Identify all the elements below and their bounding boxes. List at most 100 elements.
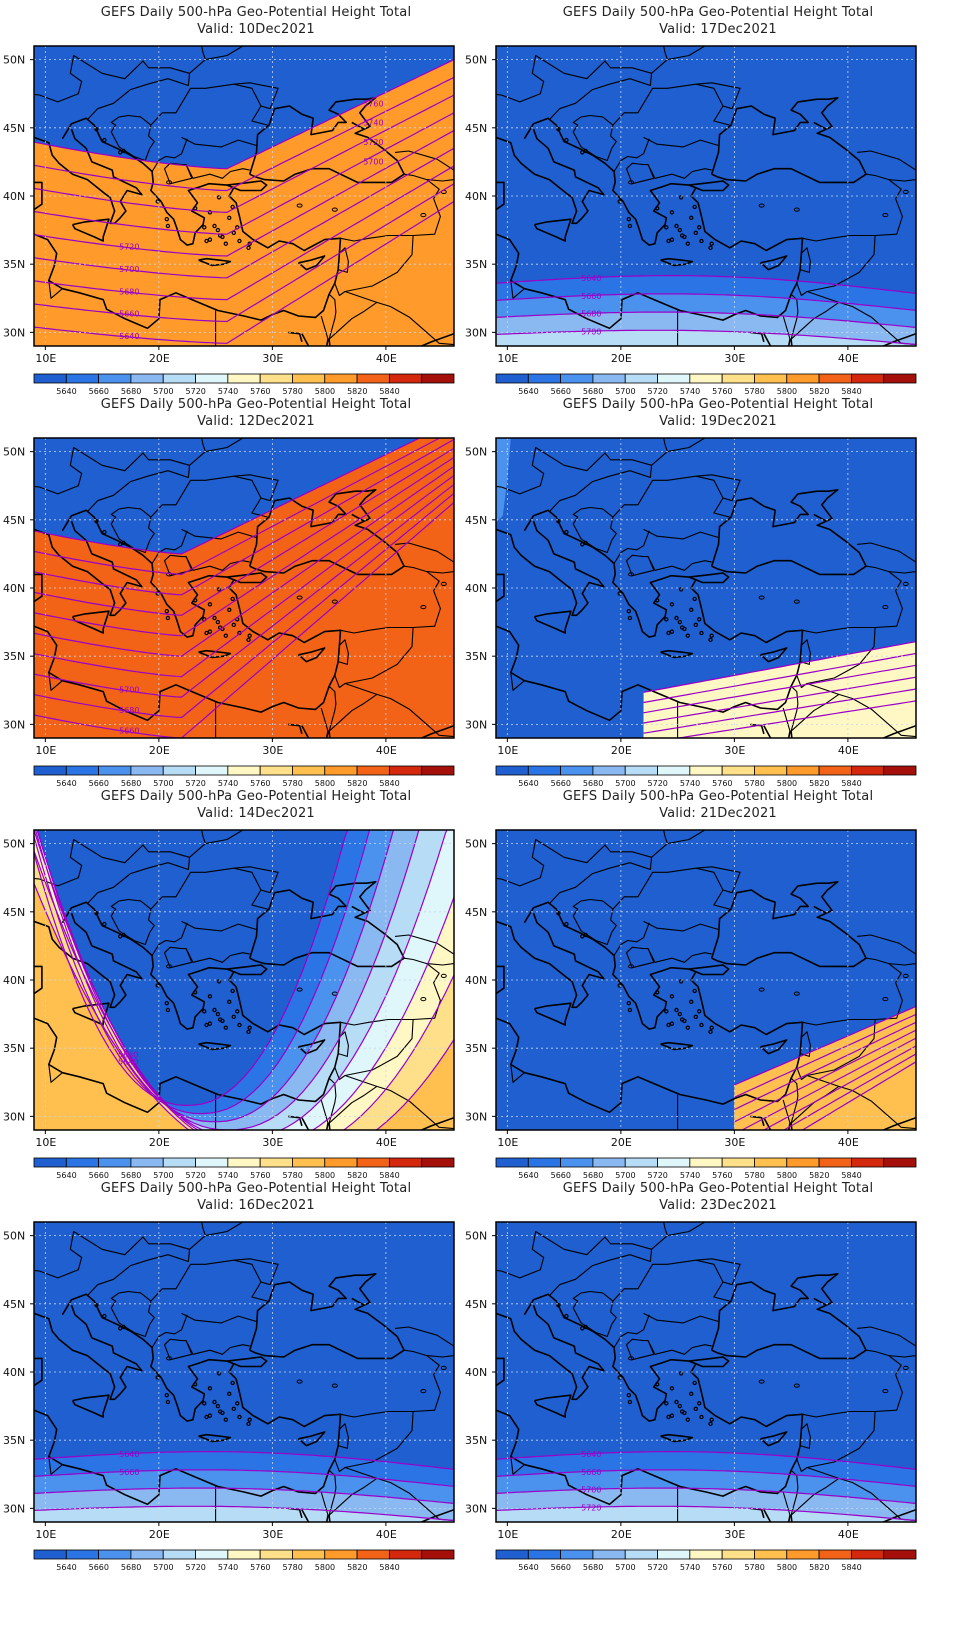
contour-label: 5640	[118, 1058, 138, 1067]
lon-label: 10E	[497, 1528, 518, 1541]
island	[102, 1313, 107, 1319]
coastline	[813, 1297, 827, 1306]
country-border	[612, 475, 730, 518]
country-border	[501, 1230, 653, 1296]
contour-label: 5640	[581, 274, 601, 283]
panel-valid-date: Valid: 16Dec2021	[197, 1198, 315, 1213]
colorbar-swatch	[421, 373, 455, 384]
island	[247, 1025, 252, 1030]
lat-label: 35N	[465, 258, 487, 271]
coastline	[71, 1002, 110, 1026]
colorbar-swatch	[259, 765, 293, 776]
island	[121, 540, 126, 546]
contour-label: 5680	[581, 310, 601, 319]
island	[246, 1029, 251, 1035]
country-border	[233, 82, 279, 110]
island	[580, 542, 585, 547]
contour-label: 5700	[119, 265, 139, 274]
coastline	[533, 1002, 572, 1026]
height-band	[496, 1506, 916, 1522]
island	[674, 223, 679, 229]
panel-valid-date: Valid: 21Dec2021	[659, 806, 777, 821]
contour-line	[34, 883, 454, 1130]
colorbar-swatch	[227, 1549, 261, 1560]
island	[689, 607, 694, 613]
coastline	[688, 572, 730, 584]
island	[669, 1413, 675, 1418]
contour-label: 5720	[363, 138, 383, 147]
island	[699, 1414, 704, 1420]
colorbar-swatch	[162, 1157, 196, 1168]
panel-title: GEFS Daily 500-hPa Geo-Potential Height …	[562, 789, 874, 804]
lake	[166, 180, 173, 185]
country-border	[856, 542, 916, 563]
coastline	[198, 649, 232, 659]
colorbar-swatch	[227, 765, 261, 776]
coastline	[248, 880, 405, 968]
colorbar-swatch	[33, 1549, 67, 1560]
island	[234, 1401, 240, 1406]
colorbar-swatch	[388, 1157, 423, 1168]
coastline	[351, 1297, 365, 1306]
contour-line	[34, 465, 454, 657]
island	[693, 1014, 698, 1020]
lake	[420, 604, 427, 610]
colorbar-label: 5820	[347, 1563, 367, 1572]
country-border	[888, 571, 916, 574]
colorbar-label: 5700	[153, 387, 173, 396]
country-border	[426, 963, 454, 966]
island	[626, 1392, 632, 1398]
island	[564, 529, 569, 535]
contour-line	[34, 438, 441, 576]
island	[164, 1000, 170, 1006]
colorbar-swatch	[592, 765, 626, 776]
colorbar-label: 5780	[744, 779, 764, 788]
contour-line	[34, 112, 454, 235]
lat-label: 40N	[465, 190, 487, 203]
country-border	[150, 83, 268, 126]
lat-label: 35N	[465, 650, 487, 663]
island	[709, 1417, 714, 1422]
country-border	[572, 114, 617, 162]
contour-line	[34, 447, 454, 616]
colorbar-swatch	[162, 373, 196, 384]
colorbar-swatch	[292, 765, 326, 776]
coastline	[496, 117, 804, 330]
colorbar-swatch	[98, 373, 132, 384]
colorbar-swatch	[495, 373, 529, 384]
colorbar-label: 5720	[186, 1563, 206, 1572]
country-border	[189, 438, 206, 466]
colorbar-swatch	[324, 373, 358, 384]
country-border	[647, 164, 712, 179]
country-border	[34, 529, 35, 530]
colorbar-swatch	[592, 1549, 626, 1560]
island	[692, 204, 697, 210]
colorbar-swatch	[754, 373, 788, 384]
colorbar-swatch	[527, 1157, 562, 1168]
lake	[166, 572, 173, 577]
colorbar-label: 5660	[551, 1563, 571, 1572]
colorbar-swatch	[754, 765, 788, 776]
colorbar-label: 5660	[89, 1563, 109, 1572]
coastline	[34, 901, 342, 1114]
height-band	[496, 330, 916, 346]
country-border	[320, 293, 337, 340]
country-border	[888, 963, 916, 966]
colorbar-label: 5840	[379, 1563, 399, 1572]
country-border	[151, 1314, 188, 1348]
colorbar-swatch	[754, 1549, 788, 1560]
colorbar-swatch	[324, 765, 358, 776]
colorbar-label: 5740	[680, 1563, 700, 1572]
island	[583, 148, 588, 154]
colorbar-swatch	[33, 373, 67, 384]
island	[685, 1417, 691, 1422]
lake	[628, 964, 635, 969]
lat-label: 45N	[465, 906, 487, 919]
island	[207, 1386, 213, 1391]
country-border	[205, 438, 244, 453]
colorbar-swatch	[883, 1157, 917, 1168]
country-border	[394, 1326, 454, 1347]
contour-line	[643, 664, 916, 714]
island	[94, 126, 99, 132]
